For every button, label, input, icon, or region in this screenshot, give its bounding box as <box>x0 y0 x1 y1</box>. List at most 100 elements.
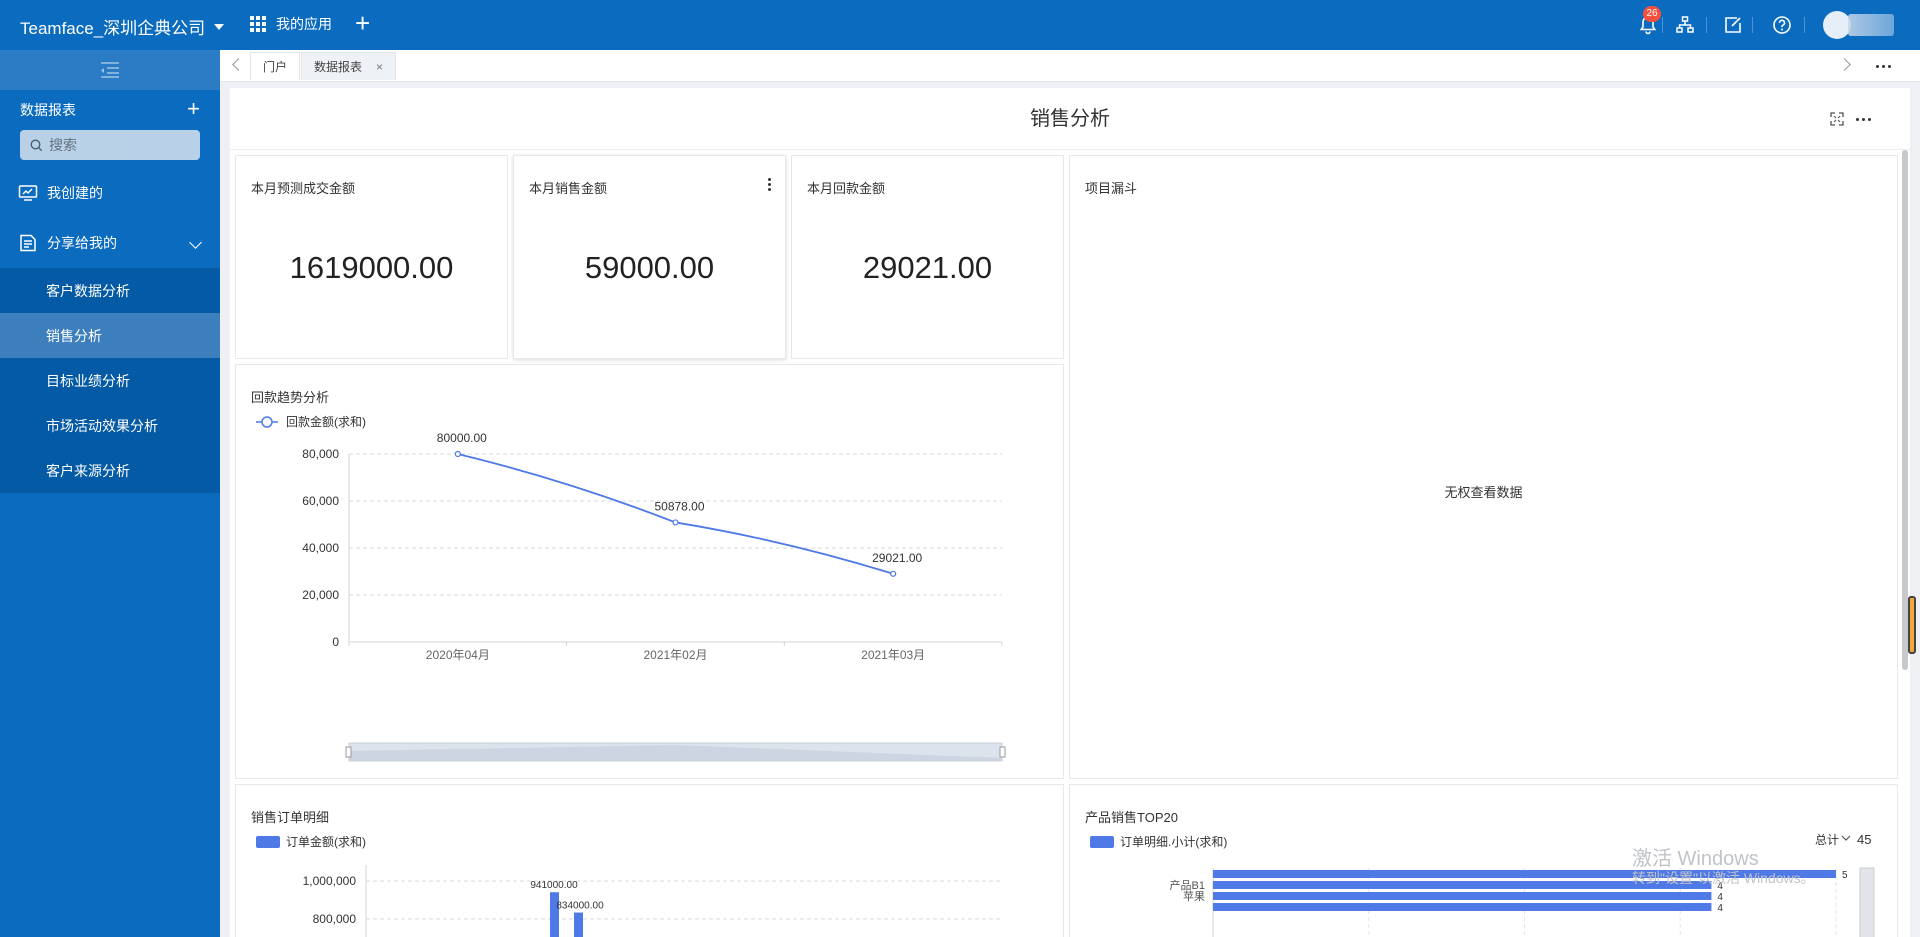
data-label: 4 <box>1717 903 1723 914</box>
user-name-blur <box>1848 14 1894 36</box>
help-icon[interactable] <box>1772 15 1792 35</box>
funnel-card[interactable]: 项目漏斗 无权查看数据 <box>1069 155 1898 779</box>
bar[interactable] <box>1213 892 1712 900</box>
kpi-title: 本月预测成交金额 <box>251 181 356 196</box>
search-icon <box>30 139 43 151</box>
close-icon[interactable]: × <box>376 59 384 74</box>
order-bar-chart: 订单金额(求和) 800,000 1,000,000 941000.00 834000… <box>256 834 1002 937</box>
legend-label[interactable]: 订单金额(求和) <box>286 834 366 849</box>
legend-marker <box>261 416 273 428</box>
payment-trend-card[interactable]: 回款趋势分析 回款金额(求和) 0 20,000 40,000 60,000 80,00… <box>235 364 1064 779</box>
sidebar: 数据报表 + 我创建的 分享给我的 客户数据分析 销售分析 目标业绩分析 市场活… <box>0 50 220 937</box>
shared-submenu: 客户数据分析 销售分析 目标业绩分析 市场活动效果分析 客户来源分析 <box>0 268 220 493</box>
total-value: 45 <box>1857 832 1871 847</box>
bar[interactable] <box>550 892 559 937</box>
series-line <box>457 453 894 575</box>
tab-portal[interactable]: 门户 <box>250 52 301 80</box>
data-label: 5 <box>1842 870 1848 881</box>
add-app-icon[interactable]: + <box>355 8 371 38</box>
series: 80000.00 50878.00 29021.00 <box>437 431 923 577</box>
legend-swatch <box>1090 836 1114 848</box>
company-switcher[interactable]: Teamface_深圳企典公司 <box>20 14 225 39</box>
sidebar-item-label: 我创建的 <box>47 185 103 201</box>
chevron-down-icon[interactable] <box>1841 835 1851 841</box>
data-label: 4 <box>1717 892 1723 903</box>
tab-data-reports[interactable]: 数据报表 × <box>301 52 397 80</box>
product-top20-card[interactable]: 产品销售TOP20 订单明细.小计(求和) 总计 45 5 4 产品B1 4 苹果 4 <box>1069 784 1898 937</box>
kpi-value: 29021.00 <box>862 250 993 285</box>
tab-more-icon[interactable] <box>1876 65 1891 68</box>
document-icon <box>20 234 36 252</box>
data-label: 29021.00 <box>872 551 922 565</box>
bar[interactable] <box>1213 903 1712 911</box>
x-tick-label: 2021年03月 <box>861 648 925 662</box>
bar[interactable] <box>1213 881 1712 889</box>
top-bar: Teamface_深圳企典公司 我的应用 + 26 <box>0 0 1920 50</box>
divider <box>1662 17 1663 33</box>
sidebar-subitem-sales-analysis[interactable]: 销售分析 <box>0 313 220 358</box>
sidebar-subitem-campaign-effect[interactable]: 市场活动效果分析 <box>0 403 220 448</box>
org-chart-icon[interactable] <box>1675 15 1695 35</box>
plot-area: 800,000 1,000,000 941000.00 834000.00 <box>303 865 1002 937</box>
page-title: 销售分析 <box>230 88 1910 150</box>
tab-label: 数据报表 <box>314 60 363 74</box>
activation-watermark: 激活 Windows <box>1632 848 1759 870</box>
kpi-card-forecast[interactable]: 本月预测成交金额 1619000.00 <box>235 155 508 359</box>
category-label: 苹果 <box>1183 889 1205 903</box>
dashboard-more-icon[interactable] <box>1856 118 1871 121</box>
sidebar-item-shared-with-me[interactable]: 分享给我的 <box>0 218 220 268</box>
chart-scrollbar[interactable] <box>1859 867 1875 937</box>
sidebar-search[interactable] <box>20 130 200 160</box>
legend-label: 回款金额(求和) <box>286 414 366 429</box>
sidebar-collapse-button[interactable] <box>0 50 220 90</box>
divider <box>1706 17 1707 33</box>
zoom-handle-right[interactable] <box>999 746 1006 758</box>
kpi-menu-icon[interactable] <box>768 178 771 191</box>
my-apps-label: 我的应用 <box>276 16 332 32</box>
tab-bar: 门户 数据报表 × <box>220 50 1920 82</box>
zoom-handle-left[interactable] <box>345 746 352 758</box>
data-point[interactable] <box>672 519 679 526</box>
data-label: 834000.00 <box>556 901 604 912</box>
sales-order-card[interactable]: 销售订单明细 订单金额(求和) 800,000 1,000,000 941000.0… <box>235 784 1064 937</box>
y-tick-label: 40,000 <box>302 541 339 555</box>
legend-label[interactable]: 订单明细.小计(求和) <box>1120 835 1227 849</box>
divider <box>1804 17 1805 33</box>
avatar[interactable] <box>1823 11 1851 39</box>
tab-scroll-right-icon[interactable] <box>1838 58 1851 71</box>
sidebar-subitem-label: 销售分析 <box>46 327 102 344</box>
sidebar-subitem-label: 目标业绩分析 <box>46 372 130 389</box>
legend[interactable]: 回款金额(求和) <box>256 414 366 429</box>
collapse-menu-icon <box>101 62 119 78</box>
data-point[interactable] <box>890 570 897 577</box>
data-point[interactable] <box>454 450 461 458</box>
tab-scroll-left-icon[interactable] <box>232 58 245 71</box>
search-input[interactable] <box>49 137 189 153</box>
data-zoom-slider[interactable] <box>345 742 1006 762</box>
edit-icon[interactable] <box>1723 15 1743 35</box>
zoom-shadow <box>349 745 1002 761</box>
y-tick-label: 1,000,000 <box>303 874 357 888</box>
sidebar-subitem-target-performance[interactable]: 目标业绩分析 <box>0 358 220 403</box>
y-tick-label: 60,000 <box>302 494 339 508</box>
page-scroll-thumb[interactable] <box>1908 596 1916 654</box>
x-tick-label: 2020年04月 <box>426 648 490 662</box>
my-apps-button[interactable]: 我的应用 <box>250 14 332 34</box>
fullscreen-icon[interactable] <box>1830 112 1844 126</box>
total-label[interactable]: 总计 <box>1815 833 1839 847</box>
sidebar-section-title: 数据报表 <box>20 102 76 118</box>
dashboard-scrollbar[interactable] <box>1902 150 1908 670</box>
kpi-card-payment[interactable]: 本月回款金额 29021.00 <box>791 155 1064 359</box>
data-label: 50878.00 <box>654 499 704 513</box>
sidebar-subitem-customer-source[interactable]: 客户来源分析 <box>0 448 220 493</box>
no-permission-message: 无权查看数据 <box>1444 485 1523 500</box>
sidebar-item-created-by-me[interactable]: 我创建的 <box>0 168 220 218</box>
kpi-card-sales[interactable]: 本月销售金额 59000.00 <box>513 155 786 359</box>
sidebar-subitem-customer-data[interactable]: 客户数据分析 <box>0 268 220 313</box>
data-label: 80000.00 <box>437 431 487 445</box>
bar[interactable] <box>1213 870 1836 878</box>
bar[interactable] <box>574 912 583 937</box>
add-report-icon[interactable]: + <box>187 96 200 121</box>
chart-title: 回款趋势分析 <box>251 390 330 405</box>
legend-swatch <box>256 836 280 848</box>
